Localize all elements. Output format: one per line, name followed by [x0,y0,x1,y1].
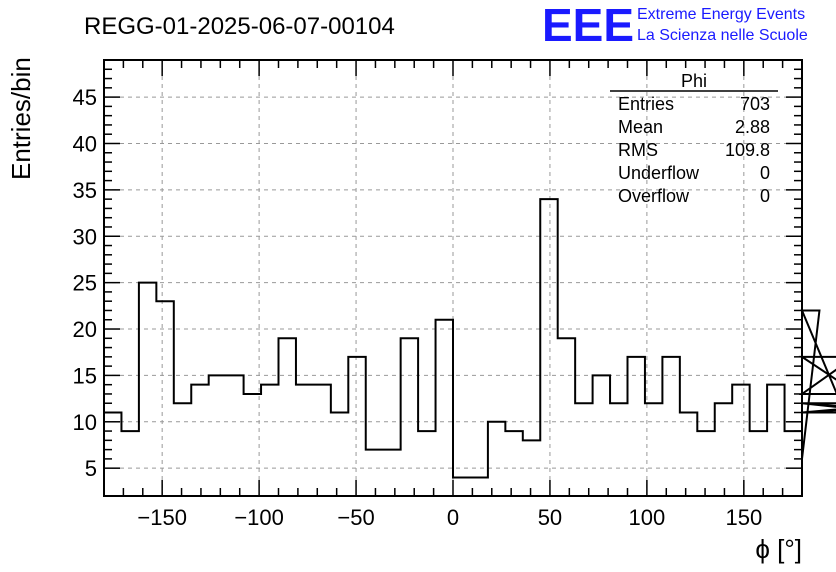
axis-ticks [103,59,803,496]
stats-row-value: 109.8 [725,140,770,160]
stats-row-value: 0 [760,163,770,183]
histogram-bin [750,431,767,496]
histogram-bin [505,431,522,496]
stats-row-label: RMS [618,140,658,160]
y-axis-title: Entries/bin [6,57,36,180]
histogram-bin [662,357,679,496]
y-tick-label: 25 [73,271,97,296]
histogram-bin [226,375,243,496]
stats-title: Phi [681,71,707,91]
stats-row-label: Mean [618,117,663,137]
histogram-bin [540,199,557,496]
histogram-bin [174,403,191,496]
histogram-bin [156,301,173,496]
logo-line-1: Extreme Energy Events [637,6,805,23]
axis-tick-labels: −150 −100 −50 0 50 100 150 5 10 15 20 25 30 35 40 45 [73,85,763,530]
y-tick-label: 45 [73,85,97,110]
stats-rows: Entries 703 Mean 2.88 RMS 109.8 Underflow 0 Over… [618,94,770,206]
stats-row-value: 0 [760,186,770,206]
x-tick-label: 0 [447,505,459,530]
eee-logo-text: EEE [542,0,634,51]
x-tick-label: 100 [629,505,666,530]
x-axis-title: ϕ [°] [755,534,802,564]
histogram-bin [139,283,156,496]
x-tick-label: −50 [337,505,374,530]
logo-line-2: La Scienza nelle Scuole [637,27,808,44]
chart-title: REGG-01-2025-06-07-00104 [84,13,395,40]
x-tick-label: 50 [538,505,562,530]
histogram-bin [558,338,575,496]
histogram-bin [121,431,138,496]
stats-row-label: Entries [618,94,674,114]
stats-row-value: 2.88 [735,117,770,137]
histogram-bin [331,413,348,496]
y-tick-label: 30 [73,224,97,249]
histogram-bin [715,403,732,496]
histogram-bin [732,385,749,496]
histogram-bin [610,403,627,496]
histogram-bin [279,338,296,496]
y-tick-label: 5 [85,456,97,481]
histogram-bin [488,422,505,496]
histogram-bin [383,450,400,496]
stats-row-value: 703 [740,94,770,114]
histogram-bin [209,375,226,496]
y-tick-label: 10 [73,410,97,435]
histogram-bin [296,385,313,496]
histogram-bin [575,403,592,496]
histogram-bins [104,199,802,496]
histogram-bin [697,431,714,496]
x-tick-label: −100 [234,505,284,530]
histogram-bin [523,440,540,496]
histogram-bin [401,338,418,496]
histogram-bin [436,320,453,496]
histogram-bin [767,385,784,496]
stats-box: Phi Entries 703 Mean 2.88 RMS 109.8 Underflow 0… [610,71,778,206]
histogram-bin [628,357,645,496]
y-tick-label: 15 [73,363,97,388]
histogram-bin [104,413,121,496]
histogram-bin [348,357,365,496]
histogram-bin [313,385,330,496]
histogram-bin [593,375,610,496]
y-tick-label: 20 [73,317,97,342]
stats-row-label: Underflow [618,163,700,183]
histogram-bin [261,385,278,496]
histogram-bin [418,431,435,496]
histogram-outline [104,198,836,479]
x-tick-label: −150 [137,505,187,530]
y-tick-label: 40 [73,131,97,156]
histogram-bin [680,413,697,496]
stats-row-label: Overflow [618,186,690,206]
x-tick-label: 150 [725,505,762,530]
histogram-bin [191,385,208,496]
y-tick-label: 35 [73,178,97,203]
grid-lines [104,60,802,496]
histogram-bin [453,477,470,496]
histogram-bin [366,450,383,496]
